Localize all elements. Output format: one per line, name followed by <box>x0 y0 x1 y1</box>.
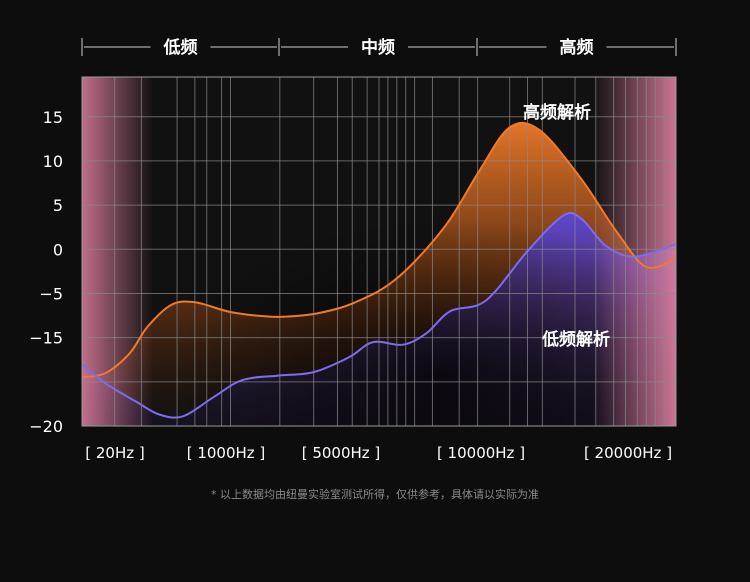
x-tick-label: [ 1000Hz ] <box>187 444 266 462</box>
low-curve-line <box>82 211 676 419</box>
y-tick-label: −15 <box>29 329 63 348</box>
y-tick-label: 5 <box>53 196 63 215</box>
y-tick-label: 0 <box>53 240 63 259</box>
band-label: 中频 <box>361 37 395 58</box>
high-curve-line <box>82 122 676 379</box>
footnote: * 以上数据均由纽曼实验室测试所得，仅供参考，具体请以实际为准 <box>211 488 539 501</box>
x-tick-label: [ 20Hz ] <box>85 444 144 462</box>
annotation-high: 高频解析 <box>523 102 591 123</box>
x-tick-label: [ 10000Hz ] <box>437 444 525 462</box>
plot-area <box>82 77 676 426</box>
x-tick-label: [ 5000Hz ] <box>302 444 381 462</box>
y-tick-label: −5 <box>39 284 63 303</box>
x-tick-label: [ 20000Hz ] <box>584 444 672 462</box>
band-label: 高频 <box>560 37 594 58</box>
y-tick-label: 15 <box>43 108 63 127</box>
plot-border <box>81 76 677 427</box>
annotation-low: 低频解析 <box>541 329 610 350</box>
y-tick-label: 10 <box>43 152 63 171</box>
y-tick-label: −20 <box>29 417 63 436</box>
band-label: 低频 <box>163 37 198 58</box>
